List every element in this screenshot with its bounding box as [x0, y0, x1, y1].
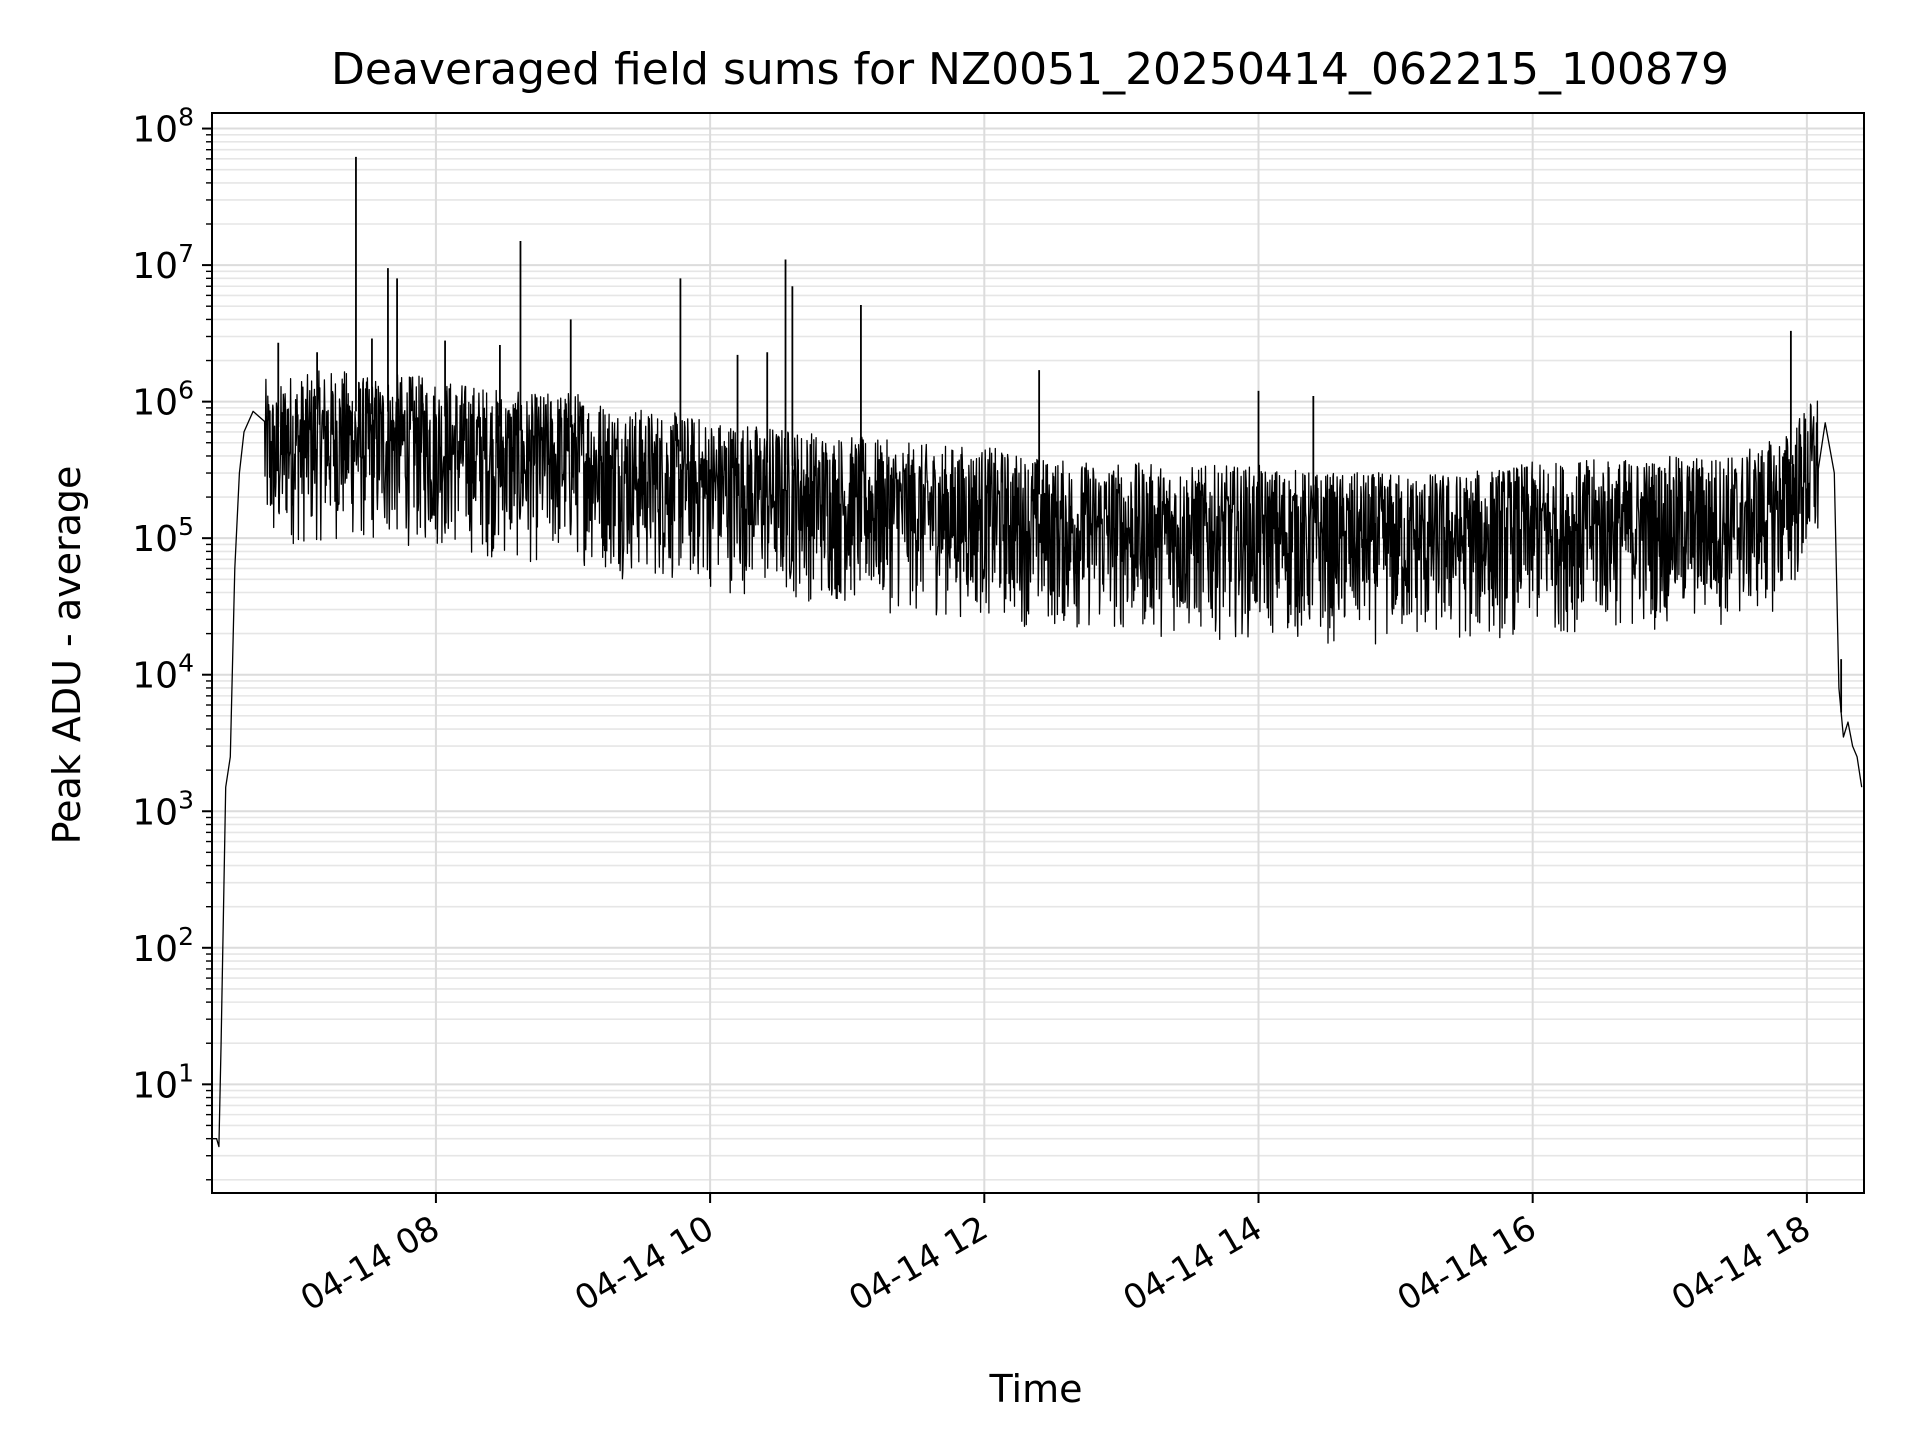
- grid: [212, 113, 1864, 1193]
- y-tick-label: 106: [132, 376, 194, 424]
- y-tick-label: 107: [132, 239, 194, 287]
- y-tick-label: 101: [132, 1058, 194, 1106]
- x-axis-label: Time: [989, 1367, 1083, 1411]
- plot-frame: [211, 112, 1865, 1194]
- chart-title: Deaveraged field sums for NZ0051_2025041…: [331, 44, 1729, 95]
- series-layer: [212, 156, 1863, 1148]
- y-tick-label: 108: [132, 103, 194, 151]
- y-tick-label: 102: [132, 922, 194, 970]
- y-axis-label: Peak ADU - average: [45, 466, 89, 845]
- series-line: [212, 370, 1863, 1148]
- y-tick-label: 104: [132, 649, 194, 697]
- y-tick-label: 105: [132, 512, 194, 560]
- y-tick-label: 103: [132, 785, 194, 833]
